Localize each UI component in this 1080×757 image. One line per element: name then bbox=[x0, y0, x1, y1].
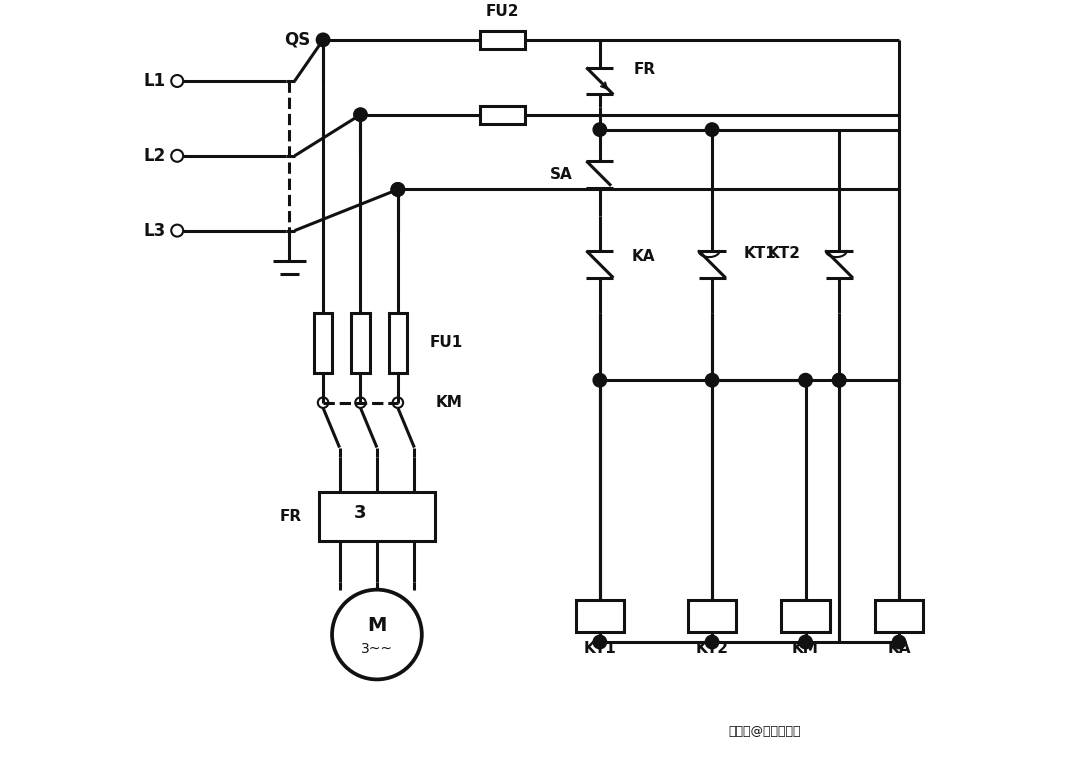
Circle shape bbox=[799, 373, 812, 387]
Text: 3~~: 3~~ bbox=[361, 643, 393, 656]
Text: KT1: KT1 bbox=[583, 640, 617, 656]
Circle shape bbox=[705, 123, 719, 136]
Bar bbox=[389, 313, 407, 372]
Bar bbox=[319, 492, 435, 541]
Bar bbox=[576, 600, 624, 631]
Bar bbox=[875, 600, 923, 631]
Circle shape bbox=[593, 123, 607, 136]
Bar bbox=[481, 31, 525, 49]
Circle shape bbox=[391, 182, 405, 196]
Text: L1: L1 bbox=[144, 72, 166, 90]
Text: M: M bbox=[367, 616, 387, 635]
Text: QS: QS bbox=[284, 31, 310, 49]
Circle shape bbox=[833, 373, 846, 387]
Text: KT1: KT1 bbox=[743, 245, 777, 260]
Circle shape bbox=[354, 108, 367, 121]
Text: KT2: KT2 bbox=[767, 245, 800, 260]
Circle shape bbox=[705, 635, 719, 649]
Text: FU1: FU1 bbox=[429, 335, 462, 350]
Text: KM: KM bbox=[435, 395, 462, 410]
Text: KM: KM bbox=[792, 640, 819, 656]
Bar bbox=[313, 313, 333, 372]
Circle shape bbox=[316, 33, 329, 47]
Circle shape bbox=[799, 635, 812, 649]
Text: KA: KA bbox=[888, 640, 910, 656]
Circle shape bbox=[593, 635, 607, 649]
Bar bbox=[781, 600, 829, 631]
Circle shape bbox=[833, 373, 846, 387]
Bar bbox=[351, 313, 369, 372]
Text: FR: FR bbox=[634, 62, 656, 77]
Circle shape bbox=[705, 373, 719, 387]
Text: L2: L2 bbox=[144, 147, 166, 165]
Text: KT2: KT2 bbox=[696, 640, 729, 656]
Text: 3: 3 bbox=[354, 504, 367, 522]
Circle shape bbox=[391, 182, 405, 196]
Text: KA: KA bbox=[631, 249, 654, 264]
Text: L3: L3 bbox=[144, 222, 166, 240]
Text: FU2: FU2 bbox=[486, 4, 519, 19]
Circle shape bbox=[892, 635, 906, 649]
Text: FR: FR bbox=[280, 509, 301, 525]
Circle shape bbox=[593, 373, 607, 387]
Text: SA: SA bbox=[550, 167, 572, 182]
Text: 搜狐号@电力观察官: 搜狐号@电力观察官 bbox=[728, 725, 800, 738]
Bar bbox=[688, 600, 737, 631]
Bar bbox=[481, 106, 525, 123]
